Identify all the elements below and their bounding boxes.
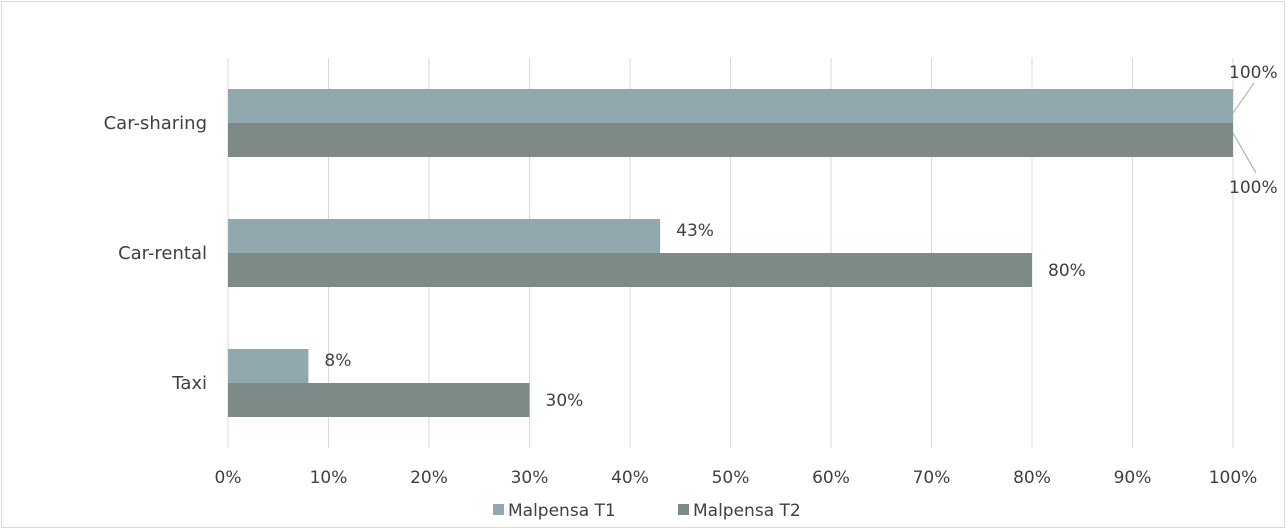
legend-label: Malpensa T1 <box>508 501 616 521</box>
x-tick-label: 20% <box>410 468 448 488</box>
bar <box>228 219 661 253</box>
bar <box>228 349 309 383</box>
bars <box>228 89 1233 417</box>
legend-swatch <box>493 504 504 515</box>
data-label: 100% <box>1229 178 1278 198</box>
x-tick-label: 0% <box>215 468 242 488</box>
data-label: 80% <box>1048 261 1086 281</box>
legend-swatch <box>678 504 689 515</box>
leader-line <box>1232 82 1255 114</box>
bar <box>228 123 1233 157</box>
x-tick-label: 40% <box>611 468 649 488</box>
leader-line <box>1232 132 1257 174</box>
bar <box>228 89 1233 123</box>
legend-label: Malpensa T2 <box>693 501 801 521</box>
data-label: 100% <box>1229 63 1278 83</box>
data-labels: 100% 100% 43% 80% 8% 30% <box>324 63 1277 411</box>
value-axis: 0% 10% 20% 30% 40% 50% 60% 70% 80% 90% 100% <box>215 468 1258 488</box>
data-label: 30% <box>546 391 584 411</box>
legend: Malpensa T1 Malpensa T2 <box>493 501 801 521</box>
x-tick-label: 100% <box>1209 468 1258 488</box>
x-tick-label: 90% <box>1114 468 1152 488</box>
data-label: 8% <box>324 351 351 371</box>
x-tick-label: 70% <box>913 468 951 488</box>
category-axis: Car-sharing Car-rental Taxi <box>104 113 207 394</box>
x-tick-label: 50% <box>712 468 750 488</box>
x-tick-label: 60% <box>812 468 850 488</box>
x-tick-label: 80% <box>1013 468 1051 488</box>
x-tick-label: 10% <box>310 468 348 488</box>
bar <box>228 253 1032 287</box>
category-label: Car-rental <box>118 243 207 264</box>
x-tick-label: 30% <box>511 468 549 488</box>
category-label: Car-sharing <box>104 113 207 134</box>
data-label: 43% <box>676 221 714 241</box>
bar <box>228 383 530 417</box>
leader-lines <box>1232 82 1257 174</box>
category-label: Taxi <box>171 373 207 394</box>
